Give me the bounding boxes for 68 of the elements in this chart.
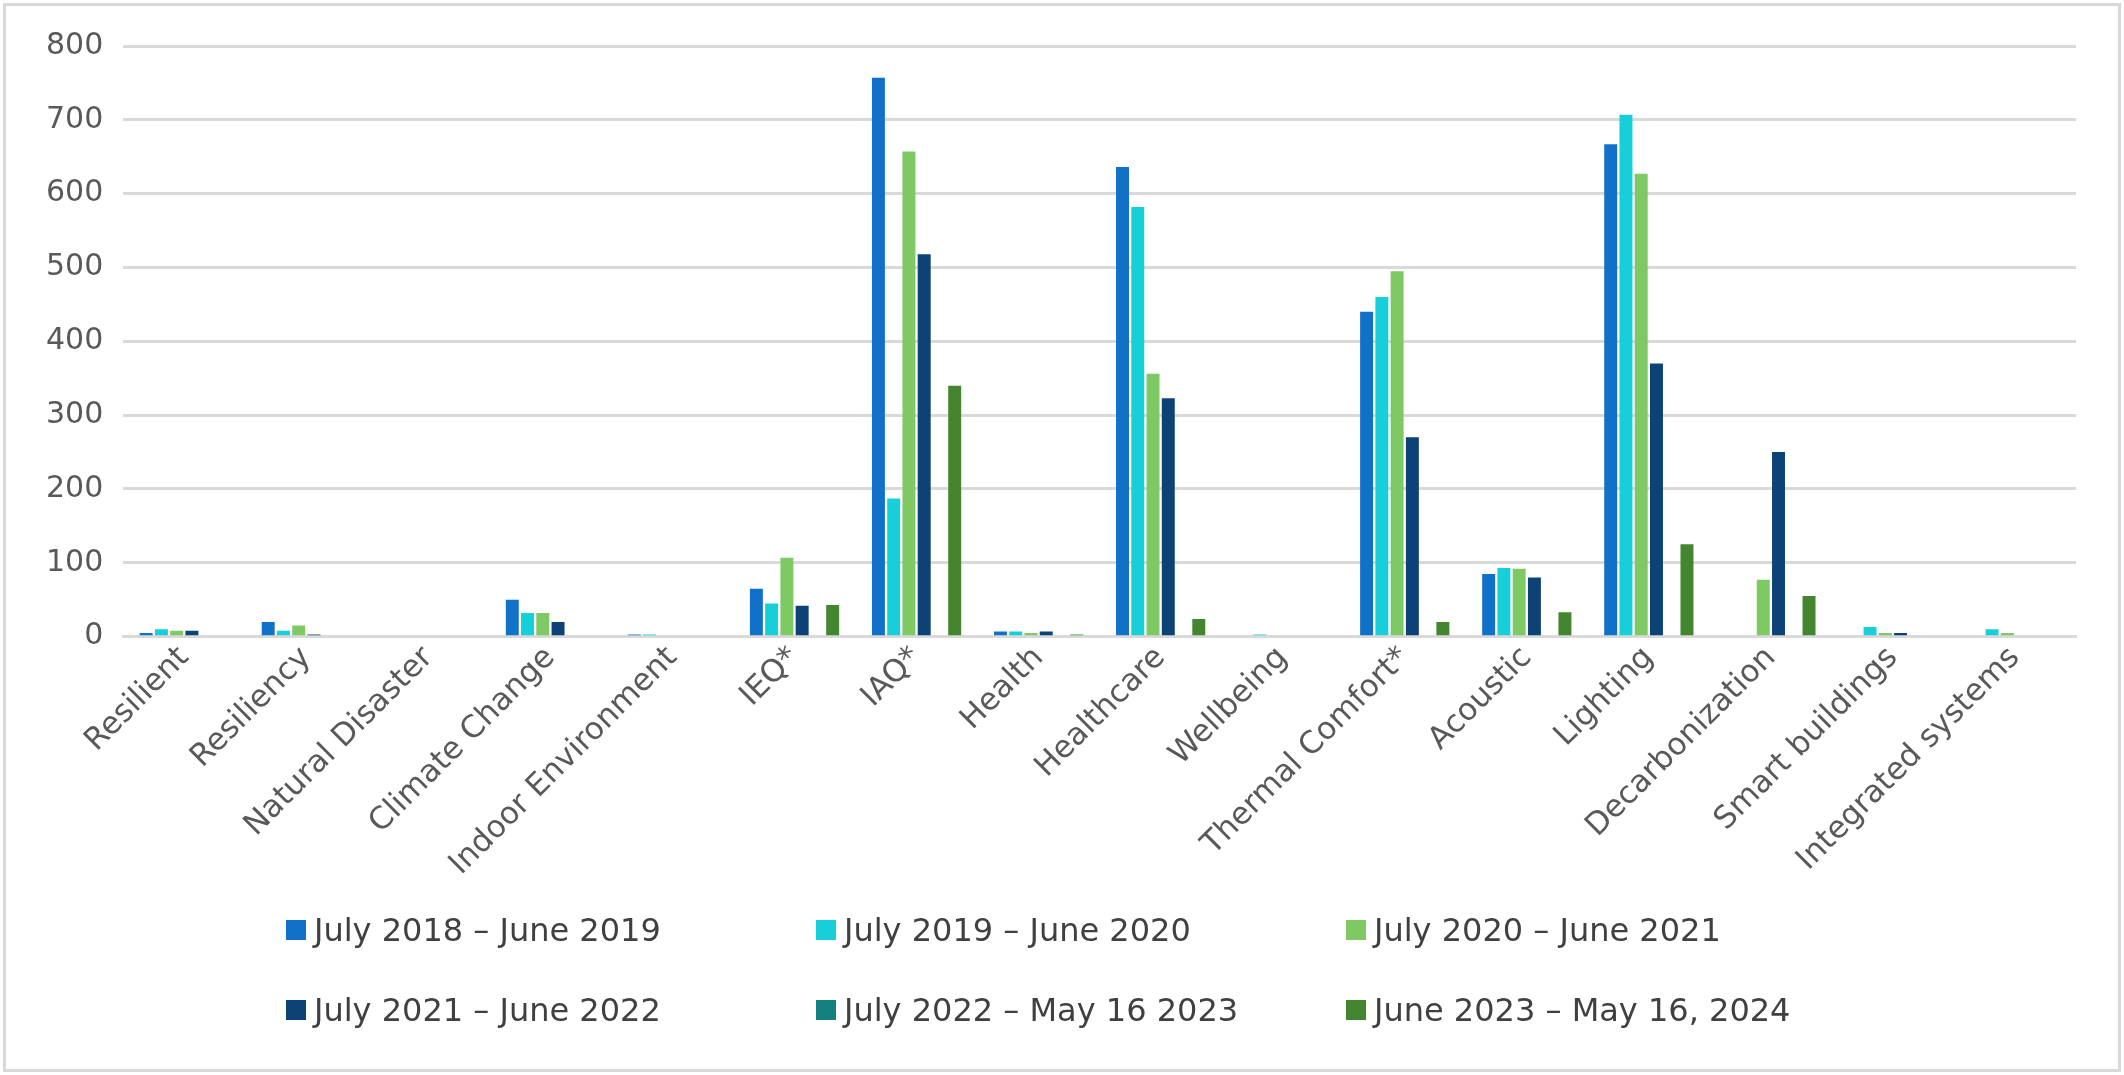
bar — [1039, 631, 1053, 636]
bar — [1131, 206, 1145, 636]
bar — [902, 151, 916, 636]
bar — [1116, 167, 1129, 636]
y-tick-label: 0 — [84, 616, 104, 652]
y-tick-label: 500 — [46, 247, 104, 283]
bar — [1360, 311, 1374, 636]
bar — [1146, 373, 1160, 636]
legend-label: July 2019 – June 2020 — [844, 911, 1191, 949]
bar — [871, 77, 885, 636]
bar — [154, 629, 168, 636]
bar — [993, 631, 1007, 636]
bar — [1482, 573, 1496, 636]
bar — [551, 621, 565, 636]
bar — [1863, 627, 1877, 636]
bar — [1527, 577, 1541, 636]
bar — [795, 605, 809, 636]
bar — [1009, 631, 1023, 636]
bar — [1680, 544, 1694, 636]
bar — [1634, 173, 1648, 636]
bar — [1604, 144, 1618, 636]
bar — [1390, 271, 1404, 636]
bar — [139, 632, 153, 636]
bar — [276, 630, 290, 636]
bar — [1375, 297, 1389, 636]
bar — [1497, 567, 1511, 636]
bar — [1192, 618, 1206, 636]
bar — [948, 385, 962, 636]
bar — [261, 621, 275, 636]
y-tick-label: 800 — [46, 25, 104, 61]
bar — [1512, 568, 1526, 636]
bar — [1436, 621, 1450, 636]
legend-label: June 2023 – May 16, 2024 — [1374, 991, 1791, 1029]
bar — [765, 603, 779, 636]
bar — [917, 254, 931, 636]
bar — [536, 613, 550, 636]
bar — [521, 613, 535, 636]
bar — [749, 588, 763, 636]
bar — [1772, 452, 1785, 636]
bar — [1161, 398, 1175, 636]
bar — [887, 498, 901, 636]
bar — [2000, 632, 2014, 636]
bar — [1985, 629, 1999, 636]
y-tick-label: 100 — [46, 542, 104, 578]
bar — [1649, 363, 1663, 636]
legend-label: July 2022 – May 16 2023 — [844, 991, 1239, 1029]
y-tick-label: 200 — [46, 468, 104, 504]
bar — [826, 604, 840, 636]
y-tick-label: 700 — [46, 99, 104, 135]
bar — [292, 625, 306, 636]
bar — [1802, 596, 1816, 636]
bar — [780, 557, 794, 636]
bar — [1878, 632, 1892, 636]
bar — [1619, 114, 1633, 636]
y-tick-label: 300 — [46, 394, 104, 430]
bar — [1024, 632, 1038, 636]
legend-label: July 2021 – June 2022 — [314, 991, 661, 1029]
bar — [1756, 579, 1770, 636]
bar — [1894, 632, 1908, 636]
bar — [1405, 437, 1419, 636]
bar — [505, 599, 519, 636]
bar — [1558, 612, 1572, 636]
bar — [170, 630, 184, 636]
y-tick-label: 400 — [46, 321, 104, 357]
legend-label: July 2020 – June 2021 — [1374, 911, 1721, 949]
bar — [185, 630, 199, 636]
legend-label: July 2018 – June 2019 — [314, 911, 661, 949]
y-tick-label: 600 — [46, 173, 104, 209]
